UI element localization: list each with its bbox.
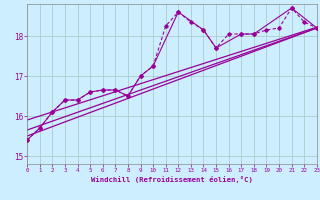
X-axis label: Windchill (Refroidissement éolien,°C): Windchill (Refroidissement éolien,°C) [91, 176, 253, 183]
